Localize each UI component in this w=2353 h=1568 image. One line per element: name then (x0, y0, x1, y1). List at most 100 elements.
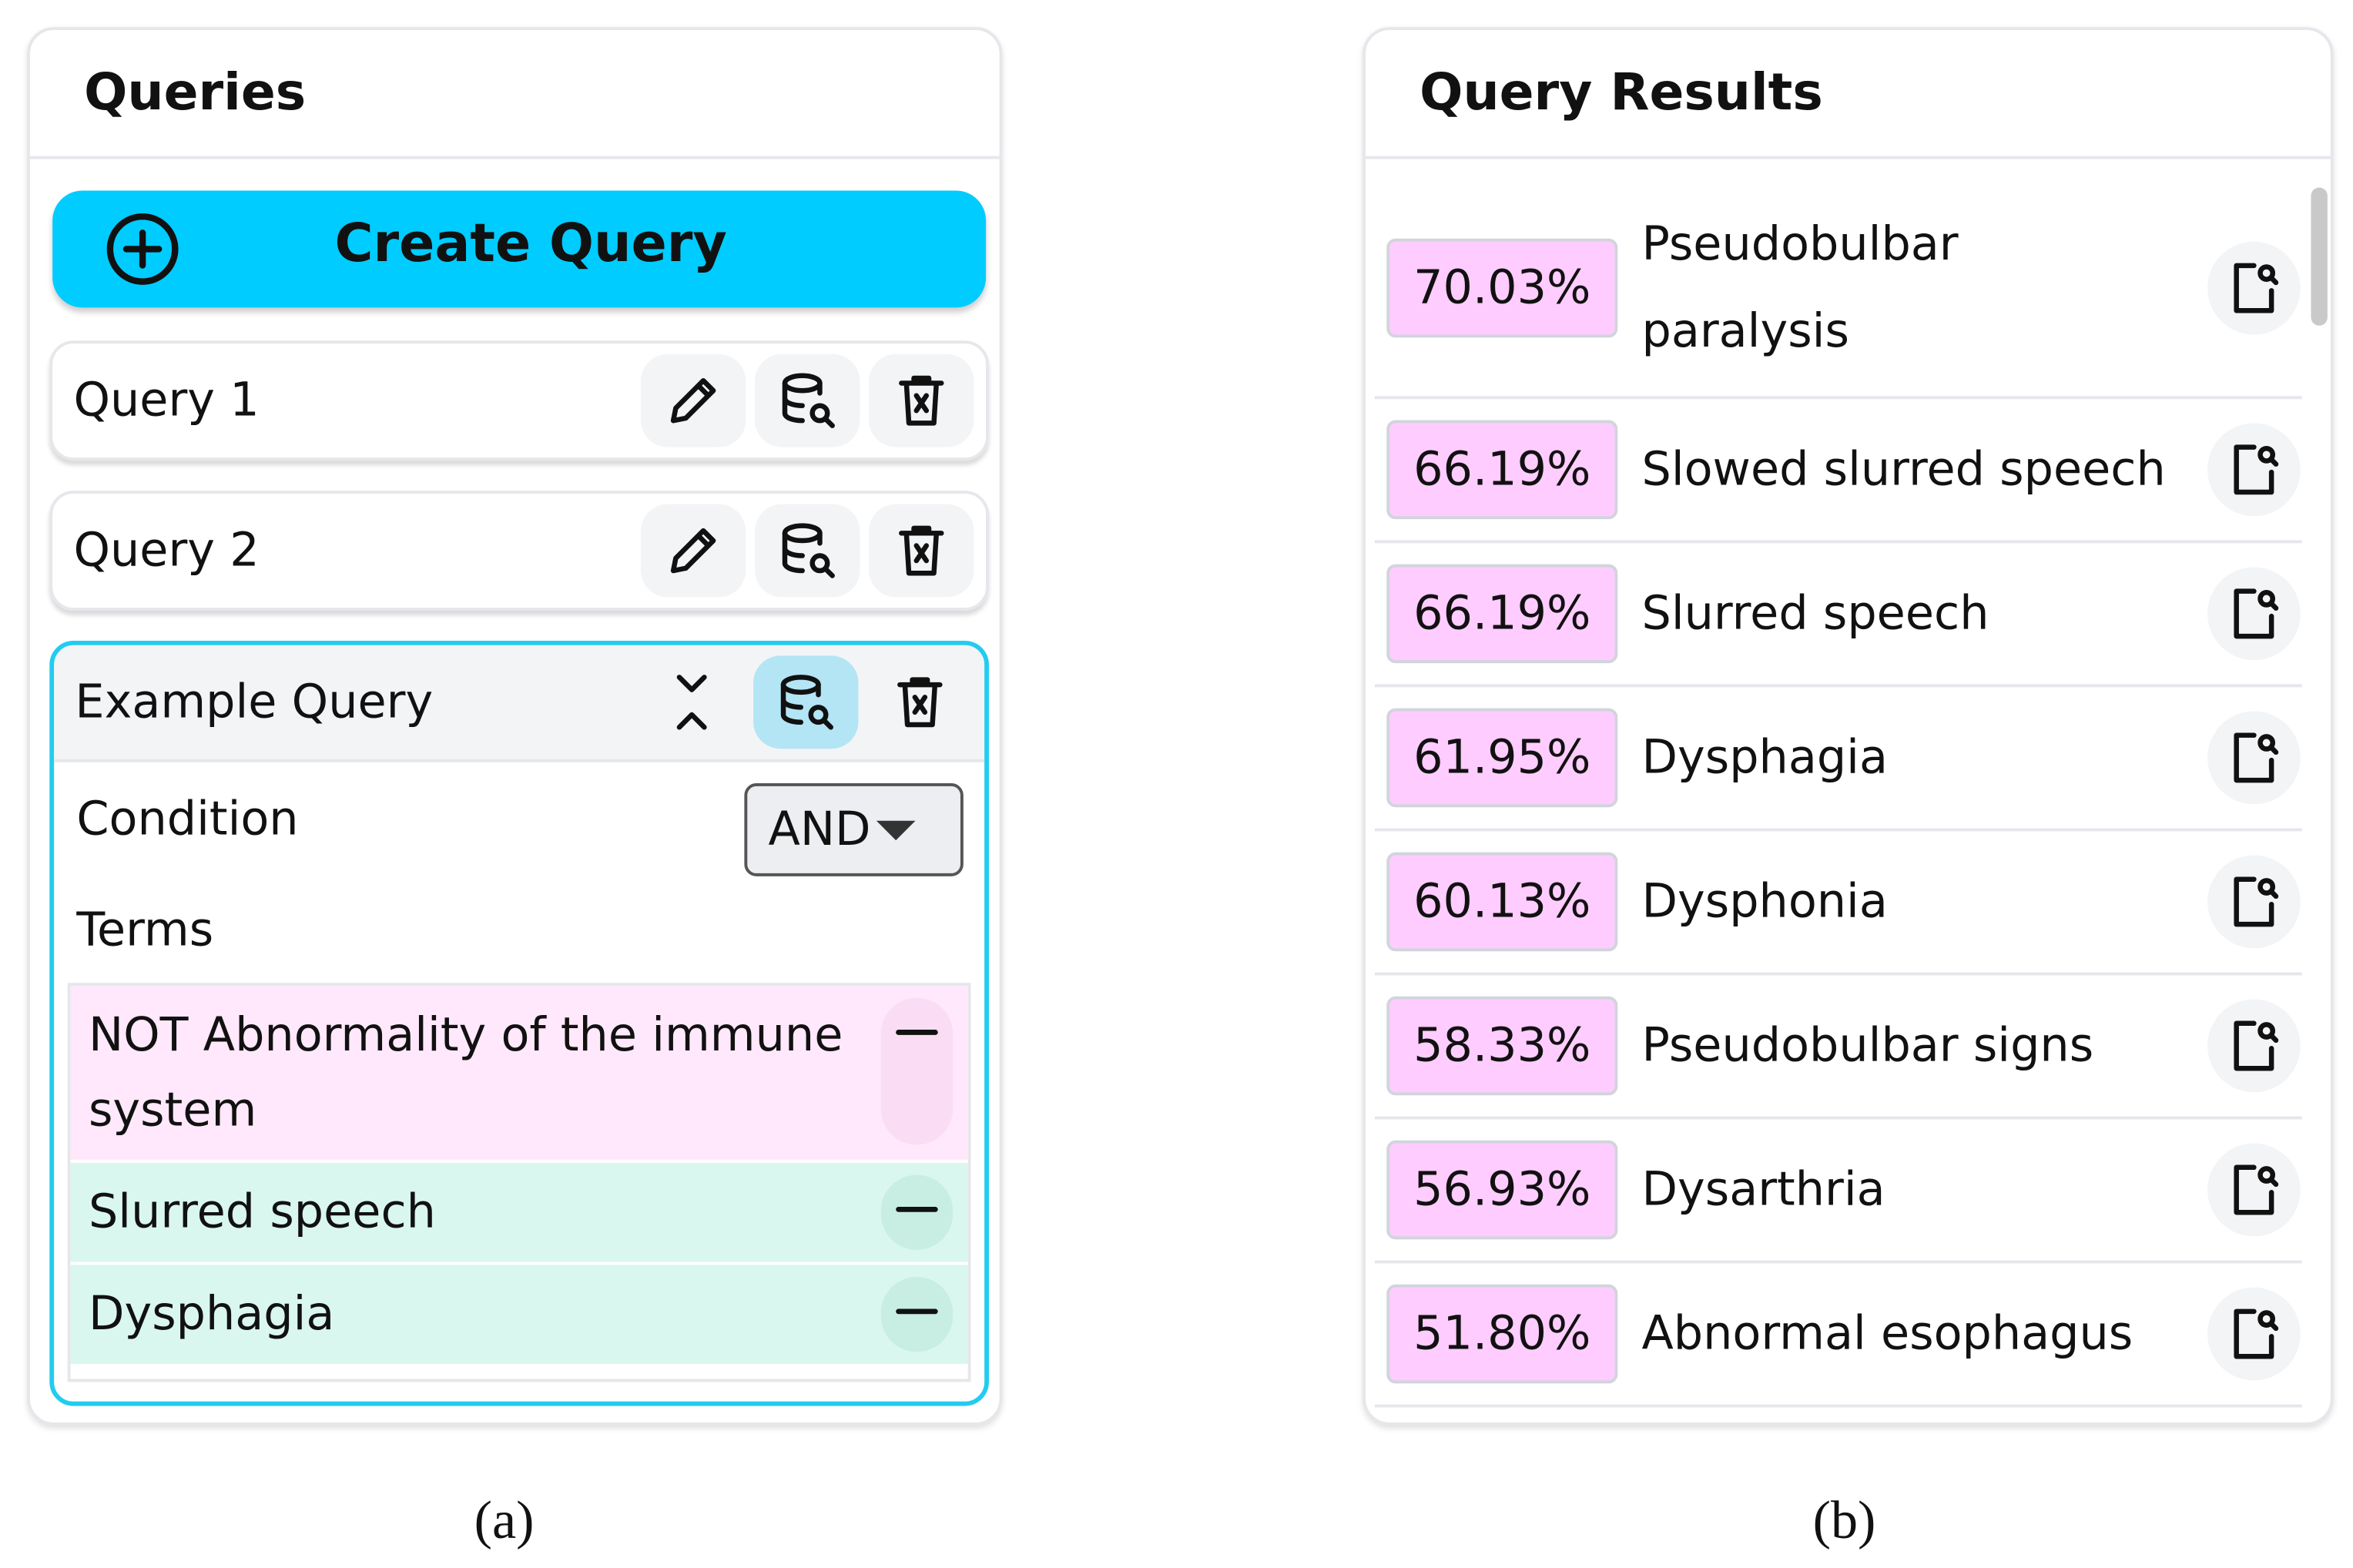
score-badge: 60.13% (1386, 852, 1618, 952)
result-term: Pseudobulbar paralysis (1641, 217, 1959, 359)
icon-part (2234, 876, 2274, 927)
remove-button[interactable] (880, 1277, 954, 1352)
icon-part (899, 375, 944, 426)
icon-part (2257, 590, 2276, 608)
icon-button[interactable] (639, 655, 745, 749)
icon-button[interactable] (755, 353, 860, 447)
icon-file (2234, 444, 2279, 495)
open-button[interactable] (2207, 855, 2301, 949)
icon-part (2234, 1164, 2274, 1215)
icon-part (670, 377, 716, 424)
result-row: 56.93% Dysarthria (1374, 1119, 2302, 1264)
results-panel: Query Results 70.03% Pseudobulbar paralys… (1363, 27, 2334, 1426)
icon-part (782, 380, 823, 424)
icon-minus (896, 1206, 938, 1212)
score-badge: 70.03% (1386, 238, 1618, 338)
icon-minus (896, 1030, 938, 1035)
panel-title: Query Results (1420, 62, 1823, 123)
open-button[interactable] (2207, 1143, 2301, 1237)
icon-db (782, 373, 835, 428)
icon-part (2234, 444, 2274, 495)
open-button[interactable] (2207, 1287, 2301, 1381)
icon-part (2257, 734, 2276, 752)
icon-button[interactable] (869, 353, 974, 447)
terms-list: NOT Abnormality of the immune system Slur… (67, 983, 971, 1382)
result-term: Dysarthria (1641, 1162, 1885, 1218)
icon-part (2234, 588, 2274, 639)
icon-file (2234, 876, 2279, 927)
icon-button[interactable] (640, 353, 746, 447)
remove-button[interactable] (880, 997, 954, 1145)
icon-part (780, 675, 821, 695)
icon-button[interactable] (867, 655, 973, 749)
icon-part (2268, 600, 2279, 611)
icon-part (809, 403, 830, 424)
result-term: Pseudobulbar signs (1641, 1018, 2094, 1074)
icon-part (2268, 1033, 2279, 1044)
button-label: Create Query (334, 214, 727, 275)
query-card: Query 1 (49, 340, 989, 461)
score-badge: 56.93% (1386, 1140, 1618, 1240)
open-button[interactable] (2207, 241, 2301, 335)
result-term: Slurred speech (1641, 586, 1989, 641)
score-badge: 61.95% (1386, 708, 1618, 808)
icon-button[interactable] (755, 504, 860, 598)
query-header: Example Query (54, 645, 985, 762)
query-name: Query 1 (73, 374, 260, 428)
icon-part (2257, 1166, 2276, 1184)
result-term: Slowed slurred speech (1641, 442, 2166, 497)
result-row: 66.19% Slurred speech (1374, 543, 2302, 688)
open-button[interactable] (2207, 423, 2301, 517)
icon-part (2268, 275, 2279, 286)
icon-button[interactable] (640, 504, 746, 598)
condition-label: Condition (76, 792, 299, 846)
icon-trash (899, 375, 944, 426)
icon-part (2234, 1308, 2274, 1359)
expanded-query: Example Query Condition AND Terms NOT Abnorm… (49, 640, 989, 1406)
condition-select[interactable]: AND (744, 783, 964, 876)
term-text: Slurred speech (88, 1185, 436, 1240)
results-list: 70.03% Pseudobulbar paralysis 66.19% Slowed… (1374, 180, 2302, 1422)
icon-part (122, 230, 163, 269)
icon-file (2234, 732, 2279, 783)
query-card: Query 2 (49, 491, 989, 611)
open-button[interactable] (2207, 567, 2301, 661)
icon-part (670, 528, 716, 574)
icon-part (2257, 878, 2276, 896)
icon-file (2234, 1164, 2279, 1215)
scrollbar[interactable] (2311, 187, 2328, 326)
open-button[interactable] (2207, 999, 2301, 1093)
score-badge: 51.80% (1386, 1284, 1618, 1384)
icon-part (2257, 1310, 2276, 1328)
result-term: Abnormal esophagus (1641, 1307, 2133, 1362)
icon-pencil (670, 377, 716, 424)
create-query-button[interactable]: Create Query (52, 190, 987, 308)
icon-part (2234, 732, 2274, 783)
result-row: 58.33% Pseudobulbar signs (1374, 975, 2302, 1120)
score-badge: 66.19% (1386, 564, 1618, 664)
score-badge: 66.19% (1386, 420, 1618, 520)
icon-button[interactable] (753, 655, 859, 749)
open-button[interactable] (2207, 711, 2301, 805)
caption: (a) (474, 1489, 535, 1550)
icon-db (780, 675, 833, 730)
remove-button[interactable] (880, 1174, 954, 1250)
icon-part (821, 718, 833, 730)
icon-part (782, 531, 823, 574)
icon-trash (897, 677, 943, 728)
result-row: 51.80% Abnormal esophagus (1374, 1264, 2302, 1408)
icon-button[interactable] (869, 504, 974, 598)
icon-part (823, 566, 835, 578)
select-arrow (877, 819, 917, 840)
icon-chev (676, 675, 707, 730)
divider (29, 156, 1000, 159)
icon-trash (899, 525, 944, 576)
result-row: 61.95% Dysphagia (1374, 687, 2302, 832)
result-row: 66.19% Slowed slurred speech (1374, 399, 2302, 544)
icon-part (2268, 889, 2279, 900)
term-row: NOT Abnormality of the immune system (70, 986, 968, 1163)
icon-part (809, 553, 830, 574)
icon-part (676, 675, 707, 730)
